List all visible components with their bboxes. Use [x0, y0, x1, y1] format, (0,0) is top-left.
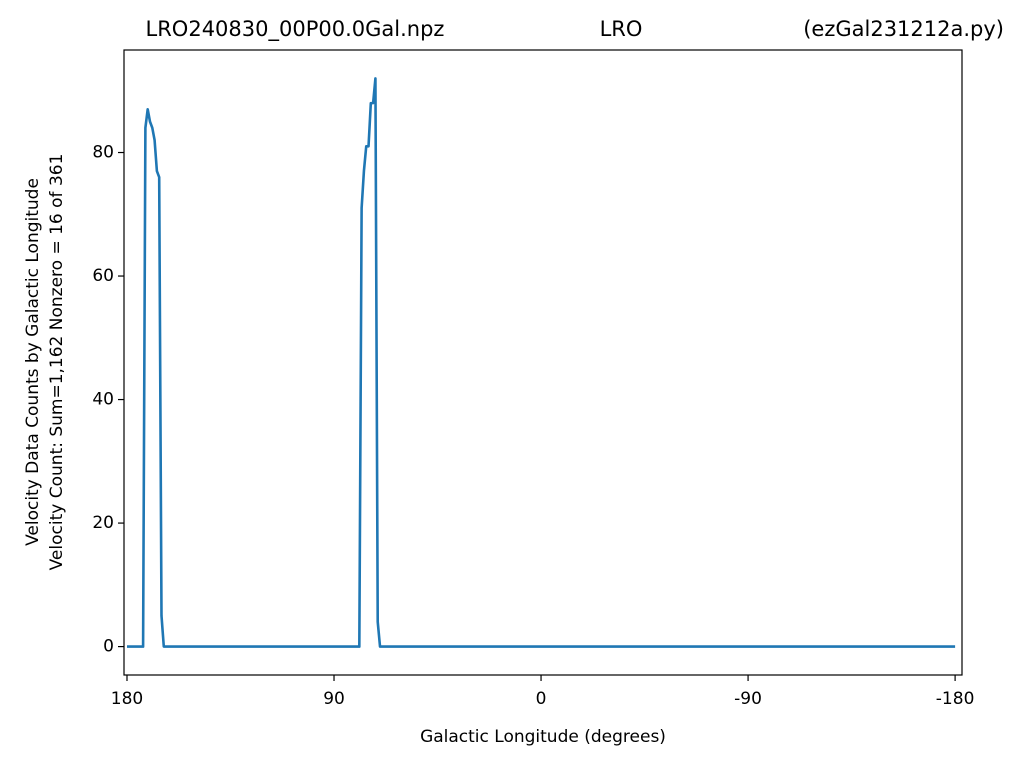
y-tick-label: 0: [103, 637, 114, 657]
y-tick-label: 60: [92, 266, 114, 286]
title-right: (ezGal231212a.py): [803, 17, 1004, 41]
x-tick-label: 180: [111, 689, 143, 709]
y-axis-label: Velocity Count: Sum=1,162 Nonzero = 16 o…: [47, 154, 67, 571]
y-tick-label: 40: [92, 390, 114, 410]
y-tick-label: 80: [92, 143, 114, 163]
x-axis-label: Galactic Longitude (degrees): [420, 727, 666, 747]
title-left: LRO240830_00P00.0Gal.npz: [146, 17, 445, 42]
x-tick-label: -90: [734, 689, 762, 709]
plot-frame: [123, 49, 963, 676]
x-tick-label: 0: [536, 689, 547, 709]
x-tick-label: 90: [323, 689, 345, 709]
y-tick-label: 20: [92, 513, 114, 533]
title-center: LRO: [600, 17, 643, 41]
data-line: [126, 77, 956, 648]
x-tick-label: -180: [936, 689, 975, 709]
y-axis-label: Velocity Data Counts by Galactic Longitu…: [23, 178, 43, 546]
